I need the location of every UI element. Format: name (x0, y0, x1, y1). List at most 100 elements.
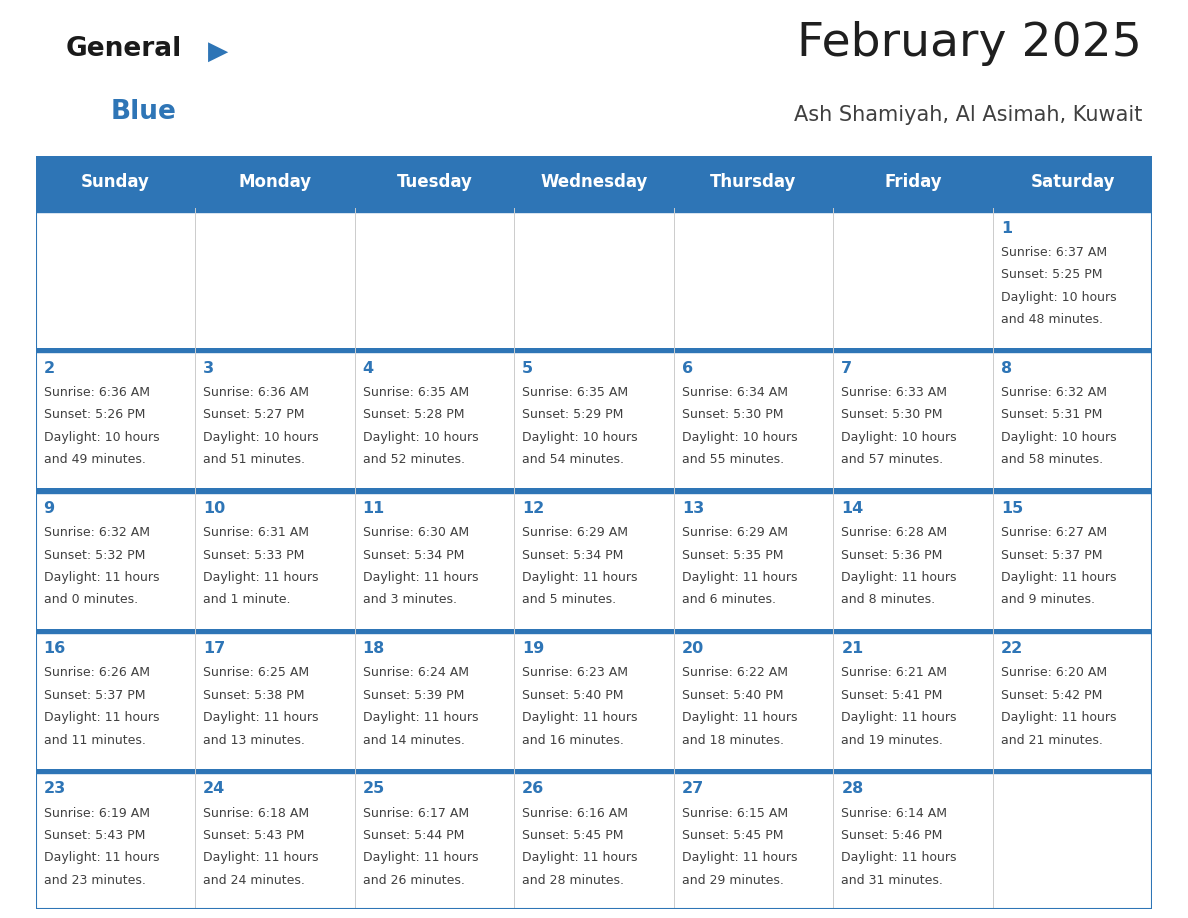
Text: Sunset: 5:33 PM: Sunset: 5:33 PM (203, 549, 304, 562)
Text: Sunrise: 6:21 AM: Sunrise: 6:21 AM (841, 666, 947, 679)
Text: 17: 17 (203, 641, 226, 656)
Text: and 5 minutes.: and 5 minutes. (523, 593, 617, 607)
Text: Sunset: 5:45 PM: Sunset: 5:45 PM (682, 829, 783, 842)
Text: Friday: Friday (884, 174, 942, 191)
Text: 12: 12 (523, 501, 544, 516)
Bar (993, 488, 1152, 493)
Text: Daylight: 11 hours: Daylight: 11 hours (523, 851, 638, 865)
Text: Daylight: 10 hours: Daylight: 10 hours (1000, 431, 1117, 444)
Text: 8: 8 (1000, 361, 1012, 375)
Text: Sunrise: 6:15 AM: Sunrise: 6:15 AM (682, 807, 788, 820)
Bar (195, 348, 355, 353)
Text: Sunset: 5:26 PM: Sunset: 5:26 PM (44, 409, 145, 421)
Text: ▶: ▶ (208, 39, 228, 64)
Text: and 54 minutes.: and 54 minutes. (523, 453, 624, 466)
Text: Sunrise: 6:29 AM: Sunrise: 6:29 AM (682, 526, 788, 539)
Text: Sunrise: 6:20 AM: Sunrise: 6:20 AM (1000, 666, 1107, 679)
Text: Sunset: 5:46 PM: Sunset: 5:46 PM (841, 829, 942, 842)
Text: Monday: Monday (239, 174, 311, 191)
Text: and 0 minutes.: and 0 minutes. (44, 593, 138, 607)
Text: and 18 minutes.: and 18 minutes. (682, 733, 784, 746)
Text: and 51 minutes.: and 51 minutes. (203, 453, 305, 466)
Text: 24: 24 (203, 781, 226, 796)
Bar (36, 488, 195, 493)
Bar (355, 208, 514, 212)
Bar (674, 208, 833, 212)
Text: Daylight: 11 hours: Daylight: 11 hours (44, 711, 159, 724)
Text: Sunrise: 6:35 AM: Sunrise: 6:35 AM (523, 386, 628, 399)
Text: Sunset: 5:45 PM: Sunset: 5:45 PM (523, 829, 624, 842)
Text: Daylight: 10 hours: Daylight: 10 hours (362, 431, 479, 444)
Bar (993, 768, 1152, 773)
Text: Daylight: 11 hours: Daylight: 11 hours (203, 851, 318, 865)
Text: General: General (65, 36, 182, 62)
Text: Sunset: 5:32 PM: Sunset: 5:32 PM (44, 549, 145, 562)
Text: Sunday: Sunday (81, 174, 150, 191)
Bar (833, 629, 993, 633)
Text: and 6 minutes.: and 6 minutes. (682, 593, 776, 607)
Text: and 11 minutes.: and 11 minutes. (44, 733, 145, 746)
Text: Daylight: 11 hours: Daylight: 11 hours (1000, 711, 1117, 724)
Bar (36, 768, 195, 773)
Text: 1: 1 (1000, 220, 1012, 236)
Bar (833, 208, 993, 212)
Text: and 14 minutes.: and 14 minutes. (362, 733, 465, 746)
Bar (195, 208, 355, 212)
Text: and 8 minutes.: and 8 minutes. (841, 593, 935, 607)
Text: Daylight: 11 hours: Daylight: 11 hours (203, 711, 318, 724)
Text: and 26 minutes.: and 26 minutes. (362, 874, 465, 887)
Bar (36, 629, 195, 633)
Text: Daylight: 11 hours: Daylight: 11 hours (682, 851, 797, 865)
Text: Sunset: 5:35 PM: Sunset: 5:35 PM (682, 549, 783, 562)
Text: 16: 16 (44, 641, 65, 656)
Text: Daylight: 10 hours: Daylight: 10 hours (523, 431, 638, 444)
Bar (355, 768, 514, 773)
Text: and 19 minutes.: and 19 minutes. (841, 733, 943, 746)
Text: Sunset: 5:25 PM: Sunset: 5:25 PM (1000, 268, 1102, 281)
Text: Daylight: 10 hours: Daylight: 10 hours (1000, 291, 1117, 304)
Text: and 1 minute.: and 1 minute. (203, 593, 291, 607)
Text: and 31 minutes.: and 31 minutes. (841, 874, 943, 887)
Bar (833, 768, 993, 773)
Text: Sunset: 5:36 PM: Sunset: 5:36 PM (841, 549, 942, 562)
Text: Sunset: 5:37 PM: Sunset: 5:37 PM (44, 688, 145, 701)
Text: Sunrise: 6:29 AM: Sunrise: 6:29 AM (523, 526, 628, 539)
Bar (514, 208, 674, 212)
Text: and 48 minutes.: and 48 minutes. (1000, 313, 1102, 326)
Text: Sunrise: 6:24 AM: Sunrise: 6:24 AM (362, 666, 469, 679)
Text: Sunset: 5:29 PM: Sunset: 5:29 PM (523, 409, 624, 421)
Text: Daylight: 11 hours: Daylight: 11 hours (1000, 571, 1117, 584)
Text: and 16 minutes.: and 16 minutes. (523, 733, 624, 746)
Text: Sunrise: 6:27 AM: Sunrise: 6:27 AM (1000, 526, 1107, 539)
Text: Daylight: 11 hours: Daylight: 11 hours (44, 571, 159, 584)
Text: Sunrise: 6:22 AM: Sunrise: 6:22 AM (682, 666, 788, 679)
Text: Sunrise: 6:14 AM: Sunrise: 6:14 AM (841, 807, 947, 820)
Text: February 2025: February 2025 (797, 21, 1143, 66)
Text: and 21 minutes.: and 21 minutes. (1000, 733, 1102, 746)
Text: Saturday: Saturday (1030, 174, 1114, 191)
Text: and 57 minutes.: and 57 minutes. (841, 453, 943, 466)
Bar (674, 488, 833, 493)
Text: Sunset: 5:43 PM: Sunset: 5:43 PM (203, 829, 304, 842)
Text: Sunrise: 6:35 AM: Sunrise: 6:35 AM (362, 386, 469, 399)
Text: Sunrise: 6:36 AM: Sunrise: 6:36 AM (44, 386, 150, 399)
Text: Daylight: 11 hours: Daylight: 11 hours (362, 711, 479, 724)
Text: Sunrise: 6:32 AM: Sunrise: 6:32 AM (1000, 386, 1107, 399)
Text: Sunset: 5:34 PM: Sunset: 5:34 PM (523, 549, 624, 562)
Text: 18: 18 (362, 641, 385, 656)
Text: Sunset: 5:34 PM: Sunset: 5:34 PM (362, 549, 465, 562)
Text: and 55 minutes.: and 55 minutes. (682, 453, 784, 466)
Text: Daylight: 11 hours: Daylight: 11 hours (523, 571, 638, 584)
Text: Daylight: 10 hours: Daylight: 10 hours (682, 431, 797, 444)
Text: Sunset: 5:28 PM: Sunset: 5:28 PM (362, 409, 465, 421)
Text: Sunset: 5:43 PM: Sunset: 5:43 PM (44, 829, 145, 842)
Text: Sunset: 5:41 PM: Sunset: 5:41 PM (841, 688, 942, 701)
Text: 3: 3 (203, 361, 214, 375)
Bar (514, 488, 674, 493)
Text: Sunset: 5:40 PM: Sunset: 5:40 PM (523, 688, 624, 701)
Text: Daylight: 10 hours: Daylight: 10 hours (203, 431, 318, 444)
Text: Daylight: 10 hours: Daylight: 10 hours (841, 431, 956, 444)
Text: Sunset: 5:37 PM: Sunset: 5:37 PM (1000, 549, 1102, 562)
Text: Sunrise: 6:31 AM: Sunrise: 6:31 AM (203, 526, 309, 539)
Text: Sunrise: 6:25 AM: Sunrise: 6:25 AM (203, 666, 309, 679)
